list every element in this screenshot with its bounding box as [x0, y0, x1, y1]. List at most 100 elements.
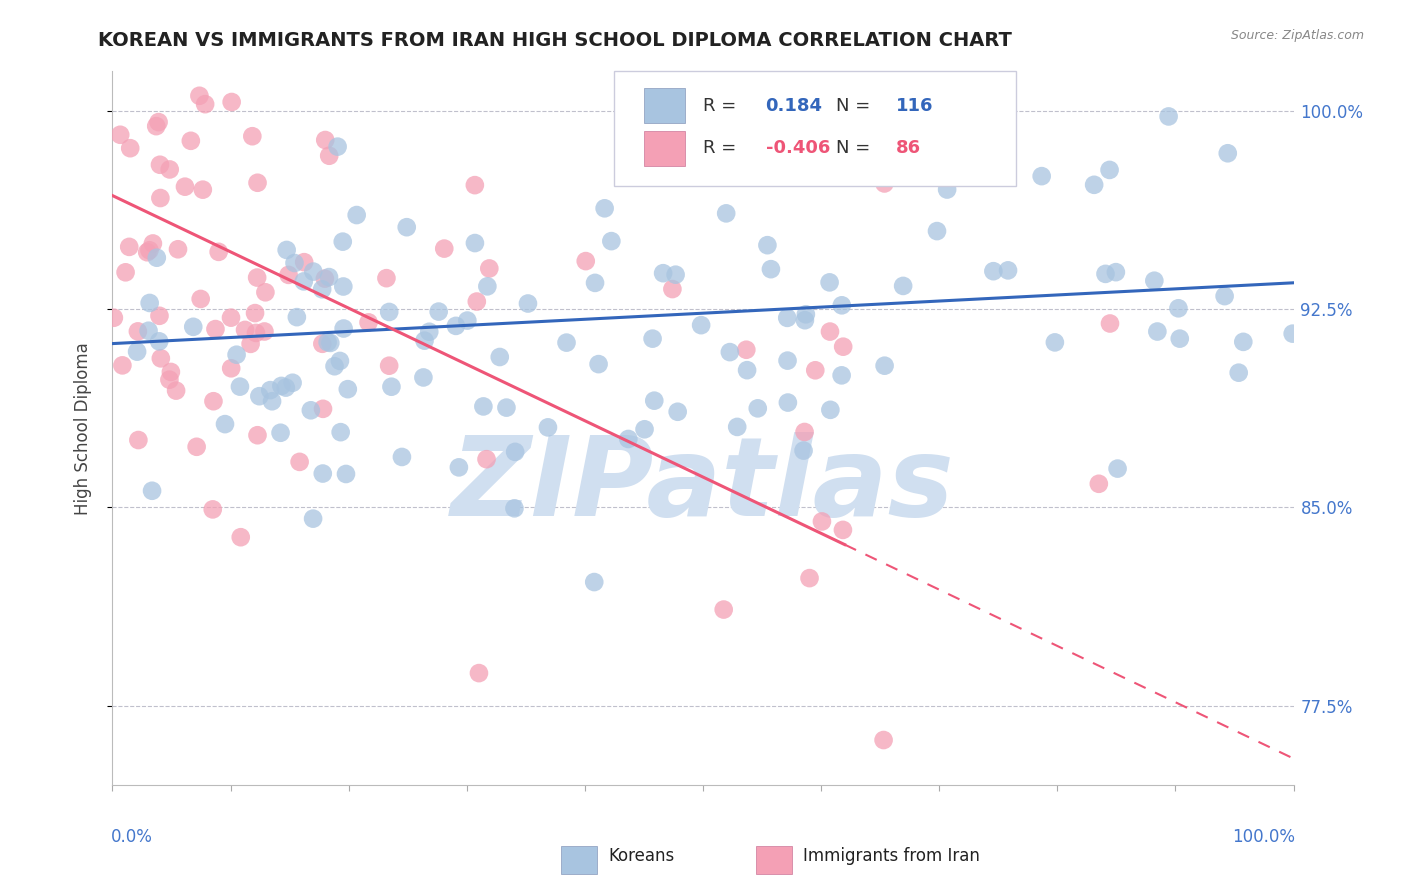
Point [318, 270, 340, 285]
Point [276, 243, 298, 257]
Point [472, 400, 495, 414]
Point [312, 467, 335, 481]
Point [464, 235, 486, 250]
Point [138, 296, 160, 310]
Point [285, 310, 308, 325]
Point [311, 336, 333, 351]
Point [478, 261, 501, 276]
Point [936, 182, 959, 196]
Point [329, 425, 352, 439]
Text: N =: N = [837, 139, 876, 157]
Point [413, 334, 436, 348]
Point [793, 313, 815, 327]
Point [378, 305, 401, 319]
Point [756, 238, 779, 252]
Point [652, 266, 675, 280]
Point [146, 251, 169, 265]
Text: R =: R = [703, 96, 742, 114]
Point [1043, 335, 1066, 350]
Point [219, 310, 242, 325]
Text: KOREAN VS IMMIGRANTS FROM IRAN HIGH SCHOOL DIPLOMA CORRELATION CHART: KOREAN VS IMMIGRANTS FROM IRAN HIGH SCHO… [98, 31, 1012, 50]
Point [375, 271, 398, 285]
Point [666, 405, 689, 419]
Point [254, 285, 277, 300]
Point [811, 515, 834, 529]
Point [503, 445, 526, 459]
Point [299, 403, 322, 417]
Point [274, 381, 297, 395]
Point [120, 141, 142, 155]
Text: 0.184: 0.184 [766, 96, 823, 114]
Bar [644, 130, 685, 166]
Point [831, 368, 853, 383]
Point [600, 234, 623, 248]
Point [433, 242, 456, 256]
Point [794, 307, 817, 321]
Point [873, 359, 896, 373]
Y-axis label: High School Diploma: High School Diploma [73, 342, 91, 515]
Point [127, 325, 149, 339]
Point [336, 382, 359, 396]
Point [332, 235, 354, 249]
Point [1098, 162, 1121, 177]
Point [735, 363, 758, 377]
Point [326, 139, 349, 153]
Point [718, 345, 741, 359]
Point [194, 97, 217, 112]
Point [776, 310, 799, 325]
Point [202, 394, 225, 409]
Point [201, 502, 224, 516]
Point [1146, 325, 1168, 339]
Point [302, 264, 325, 278]
Point [111, 359, 134, 373]
Point [495, 401, 517, 415]
Point [643, 393, 665, 408]
Point [302, 511, 325, 525]
Point [983, 264, 1005, 278]
Point [239, 337, 262, 351]
Point [997, 263, 1019, 277]
Point [245, 52, 267, 66]
Point [145, 119, 167, 133]
Point [575, 254, 598, 268]
Point [186, 440, 208, 454]
Point [1216, 146, 1239, 161]
Point [245, 326, 267, 340]
Point [1167, 301, 1189, 316]
Point [277, 268, 299, 282]
Point [332, 279, 354, 293]
Text: 0.0%: 0.0% [111, 828, 153, 846]
Text: 100.0%: 100.0% [1232, 828, 1295, 846]
Point [1031, 169, 1053, 183]
Point [1232, 334, 1254, 349]
Point [204, 322, 226, 336]
Point [1098, 317, 1121, 331]
Point [181, 319, 204, 334]
Point [832, 523, 855, 537]
Point [447, 460, 470, 475]
Point [316, 335, 339, 350]
Point [240, 129, 263, 144]
Point [253, 37, 276, 52]
Point [427, 304, 450, 318]
Point [214, 417, 236, 431]
Point [159, 373, 181, 387]
Point [714, 206, 737, 220]
Point [776, 395, 799, 409]
Point [332, 321, 354, 335]
Point [818, 325, 841, 339]
Point [233, 323, 256, 337]
Point [395, 220, 418, 235]
Point [1227, 366, 1250, 380]
Point [873, 177, 896, 191]
Point [118, 240, 141, 254]
Point [165, 384, 187, 398]
Point [253, 325, 276, 339]
Point [149, 191, 172, 205]
Point [246, 428, 269, 442]
Point [1107, 461, 1129, 475]
Point [281, 376, 304, 390]
Point [221, 95, 243, 109]
Point [138, 244, 160, 258]
Point [148, 309, 170, 323]
